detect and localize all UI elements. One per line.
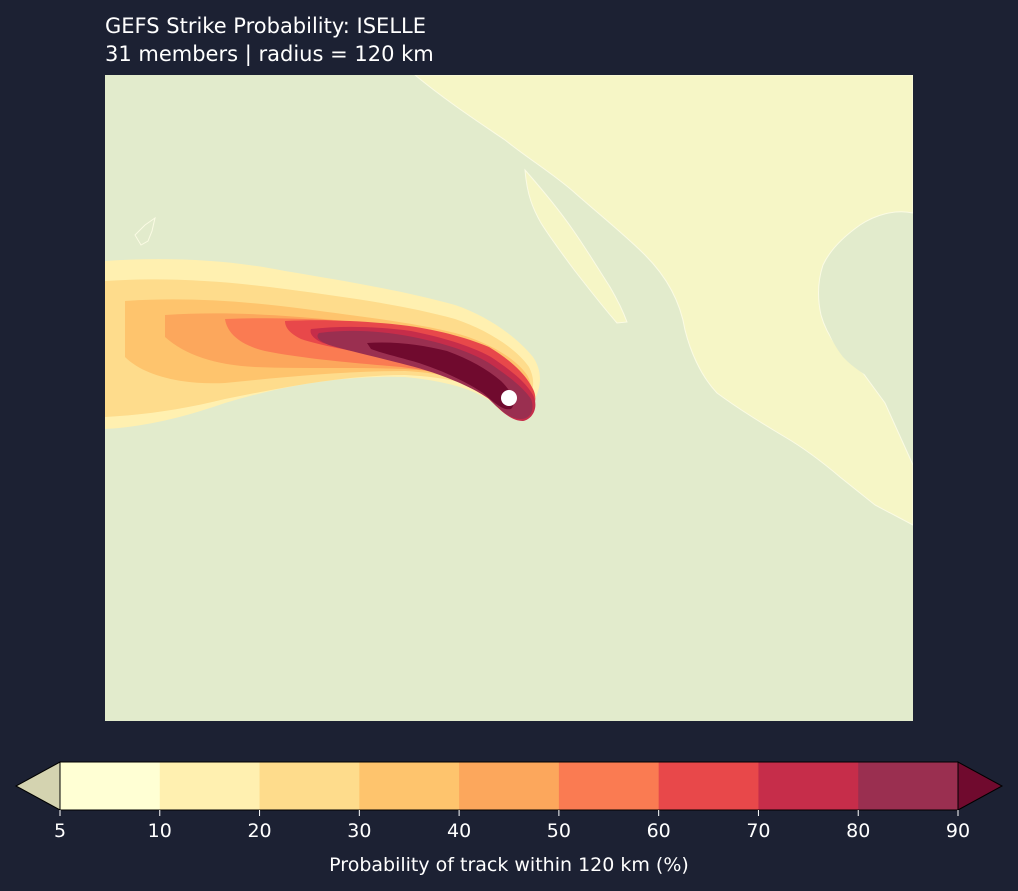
map-panel xyxy=(105,75,913,721)
colorbar-swatch xyxy=(758,762,859,810)
colorbar-tick-label: 50 xyxy=(547,820,571,842)
title-block: GEFS Strike Probability: ISELLE 31 membe… xyxy=(105,12,434,68)
probability-swath xyxy=(105,259,540,429)
colorbar-swatch xyxy=(658,762,759,810)
contour-80pct xyxy=(317,330,533,419)
colorbar: 5 10 20 30 40 50 60 70 80 90 Probability of track… xyxy=(14,761,1004,876)
colorbar-swatch xyxy=(858,762,959,810)
colorbar-swatch xyxy=(159,762,261,810)
colorbar-swatch xyxy=(558,762,660,810)
colorbar-tick-label: 20 xyxy=(247,820,271,842)
gulf-of-mexico xyxy=(822,215,913,393)
colorbar-tick-label: 80 xyxy=(846,820,870,842)
colorbar-swatches xyxy=(14,761,1004,811)
colorbar-extend-under xyxy=(14,761,61,811)
storm-position-marker xyxy=(501,390,517,406)
colorbar-tick-label: 40 xyxy=(447,820,471,842)
map-title: GEFS Strike Probability: ISELLE xyxy=(105,14,426,38)
colorbar-border xyxy=(59,761,959,811)
colorbar-tick-label: 60 xyxy=(647,820,671,842)
contour-90pct xyxy=(367,342,514,410)
colorbar-label: Probability of track within 120 km (%) xyxy=(329,854,689,876)
colorbar-tick-label: 30 xyxy=(347,820,371,842)
colorbar-swatch xyxy=(60,762,161,810)
colorbar-extend-over xyxy=(957,761,1004,811)
colorbar-swatch xyxy=(359,762,460,810)
colorbar-tick-label: 10 xyxy=(148,820,172,842)
map-subtitle: 31 members | radius = 120 km xyxy=(105,42,434,66)
colorbar-swatch xyxy=(259,762,360,810)
island-outline xyxy=(134,216,156,246)
colorbar-tick-label: 70 xyxy=(746,820,770,842)
colorbar-swatch xyxy=(459,762,560,810)
land-mexico xyxy=(414,75,913,526)
colorbar-tick-label: 90 xyxy=(946,820,970,842)
colorbar-ticks: 5 10 20 30 40 50 60 70 80 90 xyxy=(54,810,970,842)
colorbar-tick-label: 5 xyxy=(54,820,66,842)
land-baja-california xyxy=(524,168,628,324)
